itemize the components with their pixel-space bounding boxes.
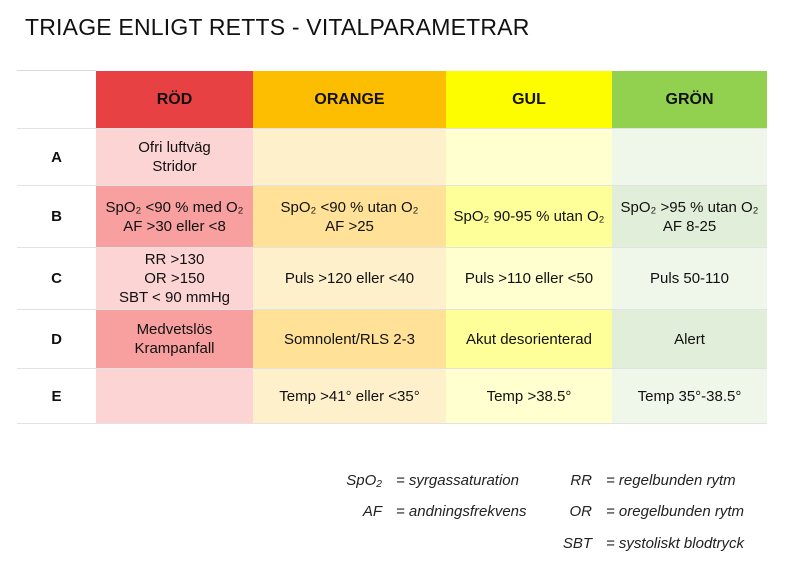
row-label: E (17, 368, 96, 424)
cell-text-line: Puls >110 eller <50 (464, 270, 594, 287)
header-yellow: GUL (446, 70, 612, 129)
cell-red: Medvetslös Krampanfall (96, 309, 253, 369)
header-orange: ORANGE (253, 70, 446, 129)
cell-text-line: Alert (674, 330, 705, 348)
cell-text-line: Temp >38.5° (486, 387, 572, 405)
cell-text-line: AF >25 (325, 217, 374, 235)
cell-text-line: Stridor (152, 158, 197, 175)
cell-yellow: Puls >110 eller <50 (446, 247, 612, 310)
cell-text-line: Medvetslös (136, 321, 213, 338)
cell-yellow: Akut desorienterad (446, 309, 612, 369)
legend-abbr-or: OR (569, 503, 593, 520)
cell-text-line: OR >150 (144, 270, 205, 287)
cell-text-line: AF >30 eller <8 (123, 217, 226, 235)
legend-def-af: = andningsfrekvens (396, 503, 527, 520)
cell-red: Ofri luftväg Stridor (96, 128, 253, 186)
row-label: B (17, 185, 96, 248)
header-row: RÖD ORANGE GUL GRÖN (17, 70, 767, 129)
table-row: D Medvetslös Krampanfall Somnolent/RLS 2-3 A… (17, 309, 767, 369)
cell-green: SpO₂ >95 % utan O₂ AF 8-25 (612, 185, 767, 248)
legend-def-rr: = regelbunden rytm (606, 472, 736, 489)
table-body: A Ofri luftväg Stridor B SpO₂ <90 % med O₂ AF… (17, 128, 767, 424)
cell-green (612, 128, 767, 186)
triage-table: RÖD ORANGE GUL GRÖN A Ofri luftväg Stridor… (17, 70, 767, 424)
legend-abbr-sbt: SBT (562, 535, 592, 552)
legend-def-sbt: = systoliskt blodtryck (606, 535, 744, 552)
cell-green: Temp 35°-38.5° (612, 368, 767, 424)
cell-text-line: SpO₂ 90-95 % utan O₂ (453, 208, 605, 225)
cell-text-line: Temp >41° eller <35° (279, 387, 420, 405)
cell-text-line: Akut desorienterad (466, 330, 592, 348)
legend-def-or: = oregelbunden rytm (606, 503, 745, 520)
cell-text-line: Puls 50-110 (650, 270, 729, 287)
cell-green: Puls 50-110 (612, 247, 767, 310)
cell-text-line: AF 8-25 (662, 217, 717, 235)
table-row: C RR >130 OR >150 SBT < 90 mmHg Puls >120 el… (17, 247, 767, 310)
cell-orange: Somnolent/RLS 2-3 (253, 309, 446, 369)
cell-orange: Temp >41° eller <35° (253, 368, 446, 424)
cell-text-line: SpO₂ <90 % med O₂ (105, 198, 244, 216)
cell-text-line: RR >130 (144, 251, 205, 268)
cell-text-line: SpO₂ <90 % utan O₂ (280, 198, 419, 216)
cell-red: SpO₂ <90 % med O₂ AF >30 eller <8 (96, 185, 253, 248)
header-green: GRÖN (612, 70, 767, 129)
legend-abbr-spo2: SpO₂ (346, 472, 382, 489)
page-title: TRIAGE ENLIGT RETTS - VITALPARAMETRAR (25, 14, 530, 40)
cell-orange: Puls >120 eller <40 (253, 247, 446, 310)
cell-text-line: SpO₂ >95 % utan O₂ (620, 198, 759, 216)
cell-green: Alert (612, 309, 767, 369)
cell-yellow: Temp >38.5° (446, 368, 612, 424)
table-row: A Ofri luftväg Stridor (17, 128, 767, 186)
cell-yellow (446, 128, 612, 186)
row-label: C (17, 247, 96, 310)
cell-text-line: Krampanfall (134, 340, 215, 357)
row-label: D (17, 309, 96, 369)
legend-abbr-af: AF (362, 503, 382, 520)
row-label: A (17, 128, 96, 186)
cell-orange: SpO₂ <90 % utan O₂ AF >25 (253, 185, 446, 248)
cell-yellow: SpO₂ 90-95 % utan O₂ (446, 185, 612, 248)
cell-text-line: Puls >120 eller <40 (284, 270, 415, 287)
table-row: E Temp >41° eller <35° Temp >38.5° Temp 35°… (17, 368, 767, 424)
cell-text-line: Ofri luftväg (138, 139, 211, 156)
header-red: RÖD (96, 70, 253, 129)
table-row: B SpO₂ <90 % med O₂ AF >30 eller <8 SpO₂ <9… (17, 185, 767, 248)
legend-abbr-rr: RR (570, 472, 592, 489)
cell-text-line: Somnolent/RLS 2-3 (284, 330, 415, 348)
cell-text-line: Temp 35°-38.5° (637, 387, 742, 405)
legend-def-spo2: = syrgassaturation (396, 472, 519, 489)
cell-red (96, 368, 253, 424)
cell-red: RR >130 OR >150 SBT < 90 mmHg (96, 247, 253, 310)
cell-text-line: SBT < 90 mmHg (118, 289, 230, 306)
cell-orange (253, 128, 446, 186)
corner-cell (17, 70, 96, 129)
